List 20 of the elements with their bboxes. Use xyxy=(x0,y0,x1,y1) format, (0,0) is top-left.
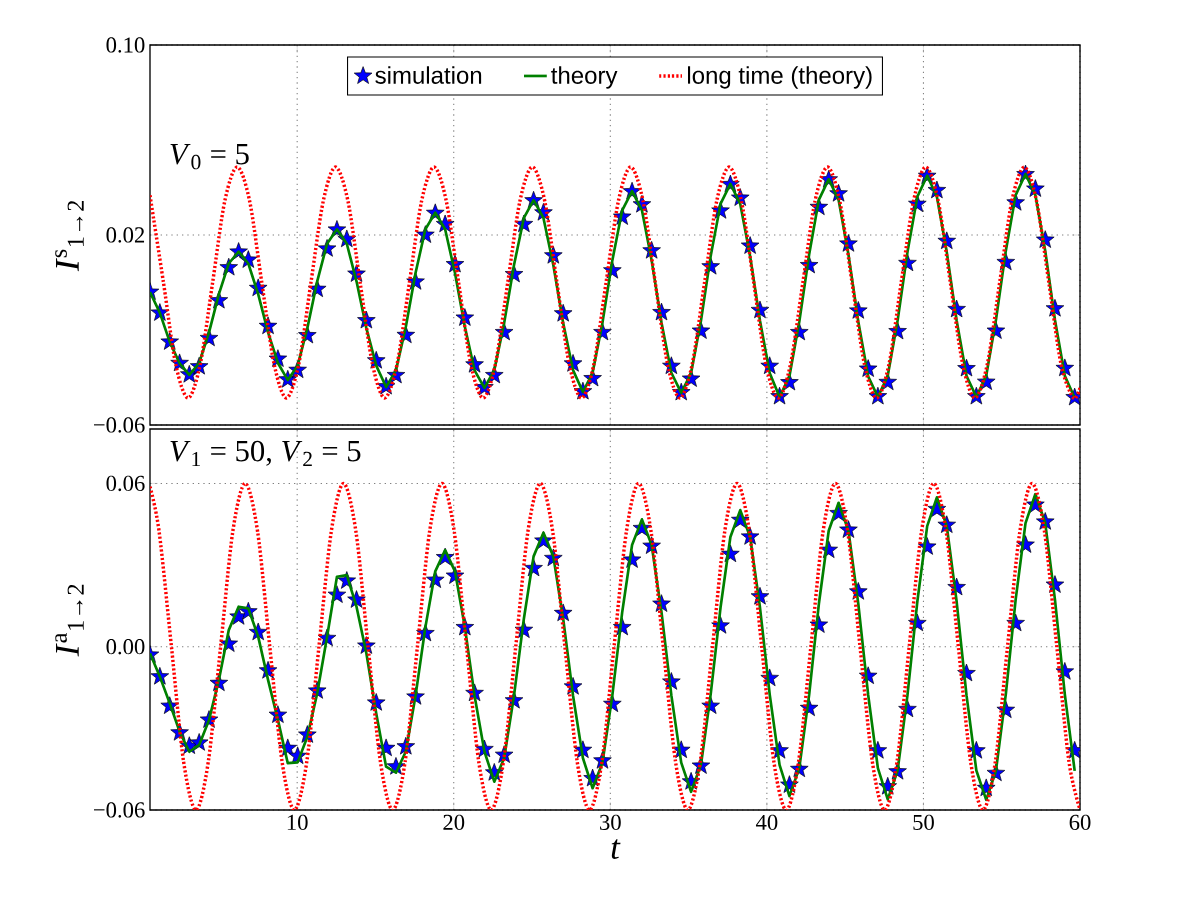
x-tick-label: 40 xyxy=(755,814,778,831)
legend-label: simulation xyxy=(375,66,482,84)
y-axis-title: I$^{s}$1→2 xyxy=(55,200,84,272)
x-axis-title: t xyxy=(611,839,621,860)
annotation: V$_{1}$ = 50, V$_{2}$ = 5 xyxy=(170,440,361,467)
y-tick-label: −0.06 xyxy=(93,802,145,818)
annotation: V$_{0}$ = 5 xyxy=(170,144,249,170)
x-tick-label: 30 xyxy=(600,814,621,831)
y-tick-label: 0.00 xyxy=(106,639,145,655)
x-tick-label: 50 xyxy=(913,814,934,831)
legend-label: long time (theory) xyxy=(687,66,872,89)
x-tick-label: 10 xyxy=(287,814,308,831)
y-tick-label: −0.06 xyxy=(93,417,145,433)
y-axis-title: I$^{a}$1→2 xyxy=(55,584,84,657)
legend-label: theory xyxy=(551,66,618,89)
y-tick-label: 0.02 xyxy=(106,227,145,243)
x-tick-label: 20 xyxy=(443,814,465,831)
x-tick-label: 60 xyxy=(1069,814,1091,831)
y-tick-label: 0.10 xyxy=(106,37,145,53)
y-tick-label: 0.06 xyxy=(106,475,145,492)
